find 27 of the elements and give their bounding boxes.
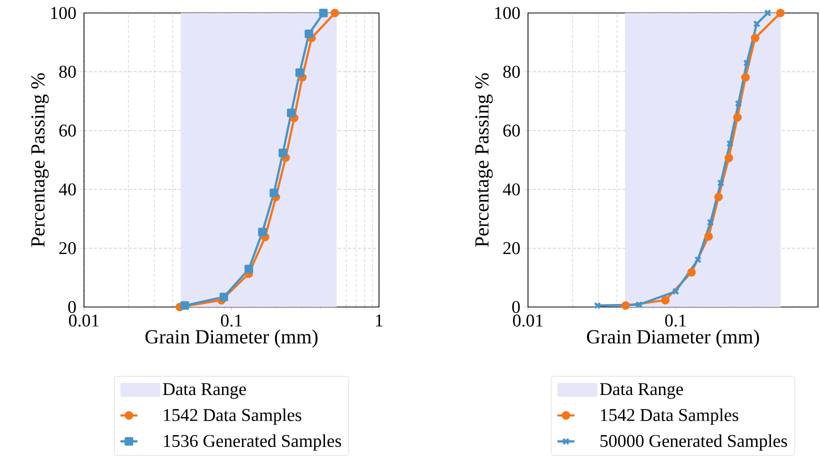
legend-label: 50000 Generated Samples <box>600 434 788 451</box>
x-tick-label: 1 <box>376 314 382 326</box>
legend-label: 1542 Data Samples <box>164 408 302 425</box>
y-tick-label: 20 <box>59 242 76 254</box>
x-tick-label: 0.01 <box>513 314 543 327</box>
legend-label: 1542 Data Samples <box>601 408 738 425</box>
y-axis-title: Percentage Passing % <box>31 73 49 247</box>
legend-label: 1536 Generated Samples <box>164 434 342 451</box>
x-tick-label: 0.01 <box>69 314 99 327</box>
x-tick-label: 0.1 <box>665 314 686 327</box>
x-tick-label: 0.1 <box>220 314 242 327</box>
y-tick-label: 0 <box>68 300 76 314</box>
y-axis-title: Percentage Passing % <box>475 73 493 247</box>
y-tick-label: 40 <box>58 183 76 196</box>
x-axis-title: Grain Diameter (mm) <box>586 330 759 348</box>
x-axis-title: Grain Diameter (mm) <box>145 330 318 348</box>
y-tick-label: 60 <box>59 124 76 137</box>
legend-label: Data Range <box>162 383 246 399</box>
y-tick-label: 20 <box>503 242 520 254</box>
y-tick-label: 100 <box>51 6 76 20</box>
legend-label: Data Range <box>600 383 683 399</box>
y-tick-label: 0 <box>512 300 520 314</box>
y-tick-label: 80 <box>59 66 76 78</box>
y-tick-label: 100 <box>495 6 520 20</box>
y-tick-label: 40 <box>502 183 520 196</box>
y-tick-label: 60 <box>503 124 520 137</box>
y-tick-label: 80 <box>503 66 520 78</box>
